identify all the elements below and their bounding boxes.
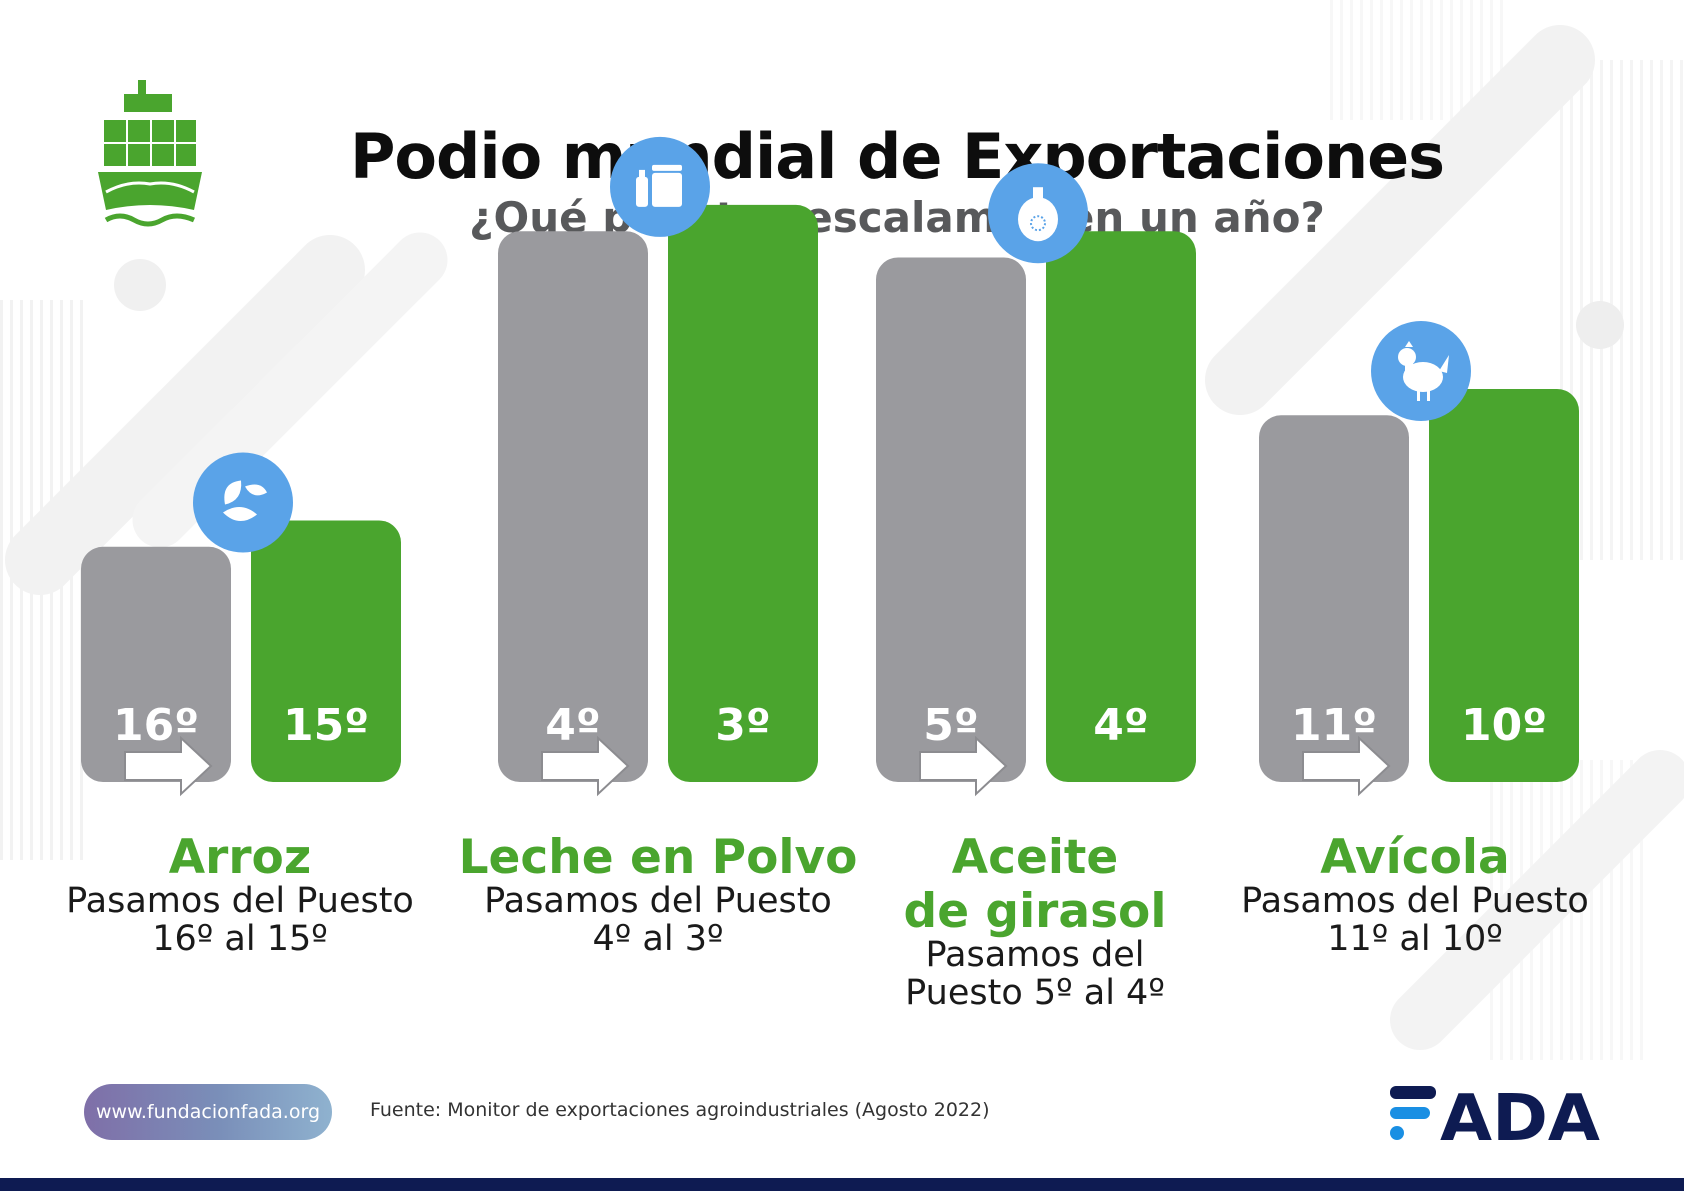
bar-label-current: 4º	[1093, 700, 1148, 751]
category-name-aceite-line1: Aceite	[951, 830, 1119, 885]
bar-previous-rank	[1259, 415, 1409, 782]
cargo-ship-icon	[98, 80, 202, 227]
bar-label-current: 3º	[715, 700, 770, 751]
website-link[interactable]: www.fundacionfada.org	[84, 1084, 332, 1140]
bar-label-previous: 5º	[923, 700, 978, 751]
category-name-avicola: Avícola	[1320, 830, 1510, 885]
arrow-icon	[124, 735, 213, 797]
bar-previous-rank	[81, 546, 231, 782]
bar-label-current: 10º	[1461, 700, 1547, 751]
bar-group-1: 4º 3º	[498, 136, 818, 797]
page-title: Podio mundial de Exportaciones	[349, 120, 1445, 193]
arrow-icon	[1302, 735, 1391, 797]
category-desc-leche-line1: Pasamos del Puesto	[484, 881, 832, 921]
fada-logo: ADA	[1390, 1082, 1600, 1146]
category-desc-avicola-line2: 11º al 10º	[1327, 919, 1503, 959]
bar-group-2: 5º 4º	[876, 163, 1196, 797]
bar-current-rank	[1429, 389, 1579, 782]
fada-logo-text: ADA	[1440, 1082, 1600, 1146]
bar-group-3: 11º 10º	[1259, 321, 1579, 797]
icon-circle	[193, 452, 293, 553]
bar-current-rank	[1046, 231, 1196, 782]
category-desc-leche-line2: 4º al 3º	[592, 919, 724, 959]
oil-bottle-icon	[1018, 187, 1058, 242]
bottom-bar	[0, 1178, 1684, 1191]
category-name-aceite-line2: de girasol	[903, 884, 1167, 939]
leaf-icon	[223, 480, 267, 522]
category-desc-arroz-line1: Pasamos del Puesto	[66, 881, 414, 921]
source-note: Fuente: Monitor de exportaciones agroind…	[370, 1099, 990, 1121]
arrow-icon	[541, 735, 630, 797]
category-desc-avicola-line1: Pasamos del Puesto	[1241, 881, 1589, 921]
bar-current-rank	[668, 204, 818, 782]
bar-current-rank	[251, 520, 401, 782]
chicken-icon	[1398, 341, 1449, 401]
bar-label-previous: 4º	[545, 700, 600, 751]
bar-previous-rank	[876, 257, 1026, 782]
category-name-leche: Leche en Polvo	[458, 830, 858, 885]
milk-powder-icon	[636, 164, 682, 207]
category-desc-arroz-line2: 16º al 15º	[152, 919, 328, 959]
bar-group-0: 16º 15º	[81, 452, 401, 797]
arrow-icon	[919, 735, 1008, 797]
category-desc-aceite-line2: Puesto 5º al 4º	[905, 973, 1165, 1013]
category-name-arroz: Arroz	[168, 830, 312, 885]
bar-label-current: 15º	[283, 700, 369, 751]
bar-previous-rank	[498, 231, 648, 782]
category-desc-aceite-line1: Pasamos del	[925, 935, 1145, 975]
